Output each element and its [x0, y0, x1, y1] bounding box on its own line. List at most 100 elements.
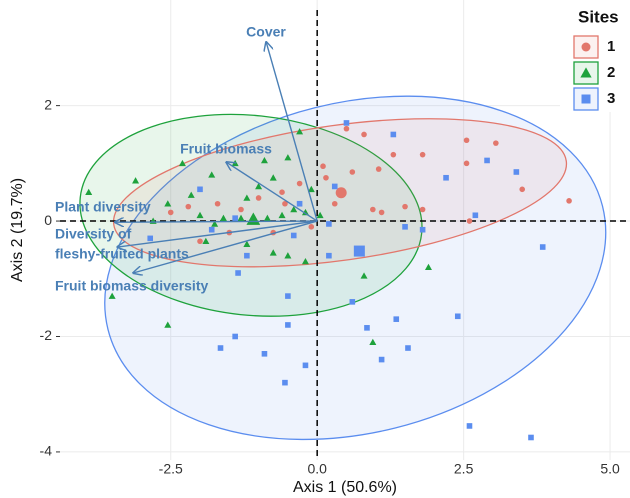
data-point — [232, 333, 238, 340]
data-point — [566, 198, 572, 204]
data-point — [326, 252, 332, 259]
data-point — [419, 151, 426, 158]
data-point — [424, 263, 432, 271]
data-point — [85, 188, 93, 195]
data-point — [349, 299, 356, 305]
centroid — [353, 245, 365, 257]
data-point — [302, 362, 309, 369]
legend-label: 3 — [607, 90, 615, 107]
data-point — [296, 128, 304, 135]
data-point — [390, 151, 397, 158]
data-point — [285, 322, 291, 328]
data-point — [326, 221, 332, 227]
data-point — [402, 203, 408, 210]
legend-label: 2 — [607, 64, 615, 81]
legend-marker — [581, 42, 591, 52]
data-point — [284, 154, 292, 161]
data-point — [269, 174, 277, 181]
data-point — [316, 211, 324, 219]
data-point — [519, 186, 526, 193]
data-point — [282, 379, 288, 386]
data-point — [284, 252, 292, 259]
data-point — [185, 203, 192, 210]
data-point — [484, 157, 490, 164]
data-point — [132, 177, 140, 184]
data-point — [290, 206, 298, 213]
y-axis-title: Axis 2 (19.7%) — [9, 178, 26, 282]
data-point — [244, 252, 250, 259]
data-point — [301, 257, 309, 265]
data-point — [279, 189, 285, 195]
data-point — [232, 215, 238, 221]
data-point — [390, 131, 397, 138]
data-point — [197, 238, 203, 245]
data-point — [217, 345, 224, 351]
data-point — [196, 211, 204, 219]
data-point — [378, 209, 385, 216]
data-point — [513, 169, 520, 175]
x-axis-title: Axis 1 (50.6%) — [293, 479, 397, 496]
confidence-ellipse — [104, 95, 607, 441]
data-point — [402, 224, 408, 230]
arrow-label: fleshy-fruited plants — [55, 246, 189, 262]
arrow-label: Diversity of — [55, 226, 132, 242]
y-tick-label: -2 — [40, 327, 53, 343]
arrow-label: Fruit biomass diversity — [55, 278, 208, 294]
data-point — [493, 140, 499, 146]
data-point — [466, 218, 473, 224]
data-point — [208, 171, 216, 178]
data-point — [164, 321, 172, 328]
data-point — [528, 434, 534, 441]
data-point — [278, 211, 286, 219]
data-point — [323, 174, 329, 181]
legend-background — [560, 0, 630, 112]
legend-label: 1 — [607, 38, 615, 55]
data-point — [343, 120, 350, 126]
y-tick-label: 0 — [44, 212, 52, 228]
data-point — [539, 244, 546, 250]
y-tick-label: 2 — [44, 96, 52, 112]
data-point — [296, 180, 303, 187]
legend-marker — [580, 67, 592, 78]
data-point — [282, 200, 288, 207]
data-point — [343, 125, 350, 132]
data-point — [208, 226, 215, 233]
data-point — [419, 226, 426, 233]
data-point — [360, 272, 368, 279]
data-point — [214, 200, 221, 207]
data-point — [238, 206, 244, 213]
data-point — [255, 195, 262, 201]
data-point — [463, 160, 470, 167]
data-point — [443, 174, 449, 181]
data-point — [290, 232, 297, 239]
x-tick-label: 2.5 — [454, 461, 474, 477]
data-point — [178, 159, 186, 167]
centroid — [335, 187, 347, 199]
plot-layer — [60, 0, 630, 460]
data-point — [147, 235, 154, 242]
data-point — [167, 209, 174, 216]
legend: Sites 1 2 3 — [560, 0, 630, 112]
data-point — [472, 212, 479, 219]
data-point — [405, 345, 411, 351]
data-point — [202, 237, 210, 245]
data-point — [466, 423, 473, 429]
data-point — [454, 313, 461, 320]
x-tick-label: 0.0 — [307, 461, 327, 477]
data-point — [255, 182, 263, 190]
data-point — [369, 338, 377, 346]
data-point — [243, 240, 251, 247]
arrow-label: Plant diversity — [55, 199, 151, 215]
data-point — [243, 194, 251, 201]
data-point — [370, 206, 376, 213]
data-point — [308, 224, 315, 230]
data-point — [307, 185, 315, 193]
data-point — [301, 208, 309, 216]
legend-marker — [581, 94, 591, 104]
loading-arrow — [115, 221, 318, 222]
x-tick-label: -2.5 — [159, 461, 183, 477]
legend-title: Sites — [578, 7, 619, 26]
x-tick-label: 5.0 — [600, 461, 620, 477]
data-point — [349, 169, 356, 175]
data-point — [375, 166, 382, 172]
